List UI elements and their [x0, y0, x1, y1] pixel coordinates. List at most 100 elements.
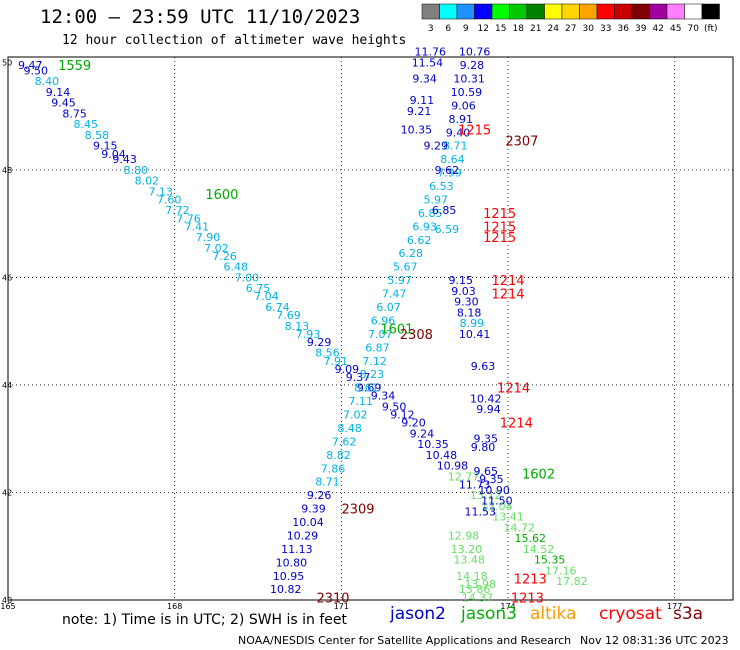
wave-height-point: 8.71	[315, 476, 340, 489]
legend-label: 36	[618, 24, 630, 34]
legend-label: 15	[495, 24, 506, 34]
wave-height-point: 8.80	[124, 164, 149, 177]
wave-height-point: 9.47	[18, 59, 43, 72]
satellite-s3a: s3a	[673, 604, 704, 624]
wave-height-point: 8.82	[326, 449, 351, 462]
lon-tick-label: 168	[167, 602, 182, 611]
pass-time-label: 1214	[491, 288, 524, 303]
wave-height-point: 7.12	[362, 355, 387, 368]
legend-label: 9	[463, 24, 469, 34]
page-title: 12:00 – 23:59 UTC 11/10/2023	[40, 6, 361, 28]
wave-height-point: 9.12	[390, 409, 415, 422]
pass-time-label: 2307	[505, 134, 538, 149]
pass-time-label: 1602	[522, 468, 555, 483]
lat-tick-label: 50	[2, 58, 12, 67]
wave-height-point: 13.41	[492, 511, 524, 524]
wave-height-point: 7.62	[332, 435, 357, 448]
lat-tick-label: 44	[2, 381, 12, 390]
satellite-jason2: jason2	[390, 604, 446, 624]
legend-label: 6	[445, 24, 451, 34]
wave-height-point: 9.04	[101, 148, 126, 161]
wave-height-point: 8.64	[440, 153, 465, 166]
color-legend: 3 6 9 12 15 18 21 24 27 30 33 36 39 42 45 70 (ft)	[421, 3, 720, 34]
wave-height-point: 8.45	[74, 118, 99, 131]
legend-label: 24	[548, 24, 560, 34]
wave-height-point: 10.04	[292, 516, 324, 529]
wave-height-point: 7.72	[165, 204, 190, 217]
plot-frame	[7, 56, 734, 601]
wave-height-point: 11.50	[481, 495, 513, 508]
wave-height-point: 6.93	[412, 220, 437, 233]
wave-height-point: 11.76	[414, 46, 446, 59]
wave-height-point: 8.02	[135, 175, 160, 188]
wave-height-point: 9.30	[454, 296, 479, 309]
wave-height-point: 9.09	[335, 363, 360, 376]
wave-height-point: 10.59	[451, 86, 483, 99]
wave-height-point: 7.02	[343, 409, 368, 422]
wave-height-point: 9.39	[301, 503, 326, 516]
wave-height-point: 6.48	[224, 261, 249, 274]
legend-label: 70	[688, 24, 700, 34]
wave-height-point: 9.29	[424, 140, 449, 153]
wave-height-point: 9.15	[93, 140, 118, 153]
wave-height-point: 9.40	[446, 126, 471, 139]
wave-height-point: 9.28	[460, 59, 485, 72]
wave-height-point: 10.35	[417, 438, 449, 451]
lat-tick-label: 42	[2, 488, 12, 497]
wave-height-point: 7.04	[254, 290, 279, 303]
pass-time-label: 1215	[483, 220, 516, 235]
wave-height-point: 9.45	[51, 97, 76, 110]
pass-time-label: 2309	[341, 503, 374, 518]
wave-height-point: 7.90	[196, 231, 221, 244]
legend-unit: (ft)	[704, 24, 718, 34]
wave-height-point: 9.15	[449, 274, 474, 287]
wave-height-point: 13.12	[470, 489, 502, 502]
wave-height-point: 8.91	[449, 113, 474, 126]
lon-tick-label: 171	[334, 602, 349, 611]
pass-time-label: 1213	[514, 572, 547, 587]
wave-height-point: 10.90	[478, 484, 510, 497]
wave-height-point: 6.53	[429, 180, 454, 193]
legend-label: 39	[635, 24, 647, 34]
wave-height-point: 15.62	[514, 532, 546, 545]
note-text: note: 1) Time is in UTC; 2) SWH is in fe…	[62, 612, 348, 628]
pass-time-label: 1215	[483, 231, 516, 246]
wave-height-point: 7.99	[437, 167, 462, 180]
wave-height-point: 7.69	[276, 309, 301, 322]
wave-height-point: 5.67	[393, 261, 418, 274]
pass-time-label: 2310	[316, 591, 349, 606]
wave-height-point: 14.18	[456, 570, 488, 583]
wave-height-point: 10.80	[276, 556, 308, 569]
wave-height-point: 12.77	[448, 470, 480, 483]
legend-label: 27	[565, 24, 576, 34]
lon-tick-label: 174	[500, 602, 515, 611]
wave-height-point: 8.71	[443, 140, 468, 153]
legend-label: 45	[670, 24, 681, 34]
wave-height-point: 9.21	[407, 105, 432, 118]
wave-height-point: 5.97	[387, 274, 412, 287]
wave-height-point: 8.56	[315, 347, 340, 360]
wave-height-point: 13.20	[451, 543, 483, 556]
pass-time-label: 2308	[400, 328, 433, 343]
wave-height-point: 6.75	[246, 282, 271, 295]
wave-height-point: 8.13	[285, 320, 310, 333]
wave-height-point: 6.59	[435, 223, 460, 236]
wave-height-point: 7.93	[296, 328, 321, 341]
wave-height-point: 7.86	[321, 462, 346, 475]
wave-height-point: 6.62	[407, 234, 432, 247]
wave-height-point: 7.00	[235, 271, 260, 284]
wave-height-point: 8.40	[35, 75, 60, 88]
legend-swatch	[701, 3, 720, 20]
wave-height-point: 9.11	[410, 94, 435, 107]
wave-height-point: 9.80	[471, 441, 496, 454]
wave-height-point: 8.99	[460, 317, 485, 330]
timestamp-text: Nov 12 08:31:36 UTC 2023	[580, 634, 729, 647]
wave-height-point: 10.48	[426, 449, 458, 462]
wave-height-point: 6.07	[376, 301, 401, 314]
wave-height-point: 9.34	[412, 73, 437, 86]
wave-height-point: 9.29	[307, 336, 332, 349]
satellite-altika: altika	[530, 604, 577, 624]
wave-height-point: 7.02	[204, 242, 229, 255]
